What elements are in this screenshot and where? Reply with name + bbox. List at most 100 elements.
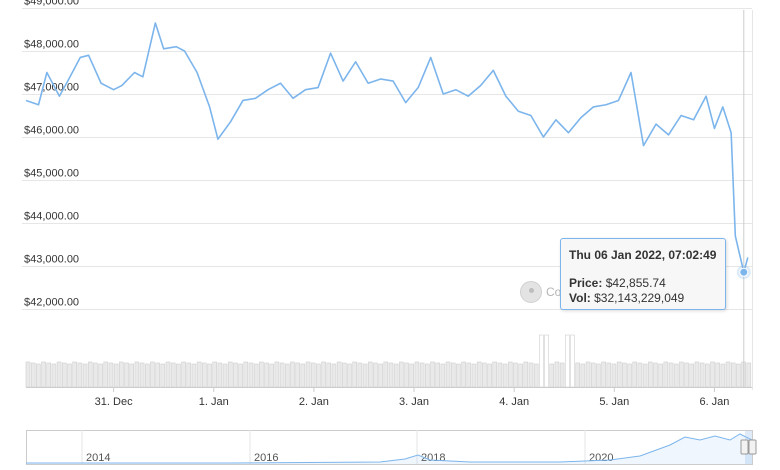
volume-bar bbox=[549, 363, 555, 388]
volume-bar bbox=[430, 361, 435, 388]
volume-bar bbox=[295, 362, 300, 388]
volume-bar bbox=[77, 362, 83, 388]
volume-bar bbox=[259, 361, 264, 388]
volume-bar bbox=[424, 363, 430, 388]
volume-bar bbox=[367, 361, 373, 388]
x-tick-label: 6. Jan bbox=[699, 396, 729, 408]
volume-bar bbox=[616, 361, 622, 388]
volume-bar bbox=[243, 361, 249, 388]
y-tick-label: $42,000.00 bbox=[24, 297, 79, 309]
volume-bar bbox=[347, 363, 352, 388]
volume-bar bbox=[119, 361, 124, 388]
volume-bar bbox=[523, 361, 529, 388]
volume-bar bbox=[310, 362, 316, 388]
volume-bar bbox=[108, 362, 114, 388]
volume-bar bbox=[554, 361, 560, 388]
volume-bar bbox=[181, 361, 186, 388]
volume-bar bbox=[72, 361, 77, 388]
tooltip-date: Thu 06 Jan 2022, 07:02:49 bbox=[569, 248, 717, 262]
volume-bar bbox=[601, 361, 606, 388]
volume-bar bbox=[684, 362, 689, 388]
volume-bar bbox=[705, 363, 710, 388]
volume-bar bbox=[217, 362, 223, 388]
volume-bar bbox=[533, 363, 539, 388]
volume-bar bbox=[466, 362, 472, 388]
volume-bar bbox=[627, 363, 632, 388]
volume-bar bbox=[565, 334, 570, 388]
volume-bar bbox=[30, 362, 36, 388]
crosshair bbox=[736, 10, 751, 387]
volume-bar bbox=[492, 361, 497, 388]
volume-bar bbox=[663, 361, 669, 388]
navigator-year-label: 2016 bbox=[254, 452, 278, 464]
volume-bar bbox=[414, 361, 420, 388]
navigator-handle[interactable] bbox=[740, 439, 749, 455]
volume-bar bbox=[238, 363, 243, 388]
navigator-frame bbox=[26, 430, 753, 465]
navigator[interactable]: 2014 2016 2018 2020 bbox=[26, 430, 757, 465]
volume-bar bbox=[730, 362, 736, 388]
volume-bar bbox=[36, 363, 41, 388]
volume-bar bbox=[606, 362, 612, 388]
volume-bar bbox=[399, 361, 404, 388]
volume-bar bbox=[378, 363, 383, 388]
grid-lines bbox=[22, 8, 753, 390]
volume-bar bbox=[487, 363, 492, 388]
volume-bar bbox=[176, 363, 181, 388]
volume-bar bbox=[445, 361, 451, 388]
volume-bar bbox=[342, 362, 347, 388]
volume-bar bbox=[456, 363, 461, 388]
price-tooltip: Thu 06 Jan 2022, 07:02:49 Price: $42,855… bbox=[560, 238, 726, 310]
volume-bar bbox=[710, 361, 715, 388]
volume-bar bbox=[93, 362, 98, 388]
volume-bar bbox=[476, 361, 482, 388]
volume-bar bbox=[570, 334, 575, 388]
volume-bar bbox=[46, 362, 52, 388]
volume-bar bbox=[87, 361, 93, 388]
volume-bar bbox=[233, 362, 238, 388]
volume-bar bbox=[98, 363, 103, 388]
y-tick-label: $48,000.00 bbox=[24, 39, 79, 51]
volume-bar bbox=[165, 361, 171, 388]
volume-bar bbox=[502, 363, 508, 388]
x-tick-label: 31. Dec bbox=[95, 396, 133, 408]
volume-bar bbox=[642, 363, 648, 388]
volume-bar bbox=[507, 361, 513, 388]
volume-bar bbox=[539, 334, 544, 388]
volume-bar bbox=[134, 361, 140, 388]
volume-bar bbox=[450, 362, 456, 388]
volume-bar bbox=[357, 362, 363, 388]
volume-bar bbox=[393, 363, 399, 388]
volume-bar bbox=[41, 361, 46, 388]
x-tick-label: 4. Jan bbox=[499, 396, 529, 408]
y-tick-label: $46,000.00 bbox=[24, 125, 79, 137]
volume-bar bbox=[689, 363, 695, 388]
volume-bar bbox=[725, 361, 731, 388]
volume-bar bbox=[373, 362, 378, 388]
navigator-handle[interactable] bbox=[748, 439, 757, 455]
volume-bar bbox=[290, 361, 295, 388]
x-tick-label: 3. Jan bbox=[399, 396, 429, 408]
volume-bar bbox=[170, 362, 176, 388]
volume-bar bbox=[113, 363, 119, 388]
volume-bar bbox=[694, 361, 700, 388]
navigator-line bbox=[26, 433, 753, 464]
y-tick-label: $47,000.00 bbox=[24, 82, 79, 94]
volume-bar bbox=[160, 363, 166, 388]
volume-bar bbox=[647, 361, 653, 388]
volume-bars bbox=[25, 334, 752, 388]
watermark: Co bbox=[520, 281, 561, 303]
volume-bar bbox=[321, 361, 326, 388]
volume-bar bbox=[653, 362, 658, 388]
tooltip-price-value: $42,855.74 bbox=[605, 276, 666, 290]
volume-bar bbox=[518, 363, 523, 388]
tooltip-price-row: Price: $42,855.74 bbox=[569, 276, 717, 291]
price-line-layer bbox=[25, 22, 749, 274]
navigator-year-label: 2014 bbox=[86, 452, 110, 464]
volume-bar bbox=[580, 363, 586, 388]
volume-bar bbox=[248, 362, 254, 388]
volume-bar bbox=[331, 363, 337, 388]
tooltip-volume-key: Vol: bbox=[569, 291, 591, 305]
